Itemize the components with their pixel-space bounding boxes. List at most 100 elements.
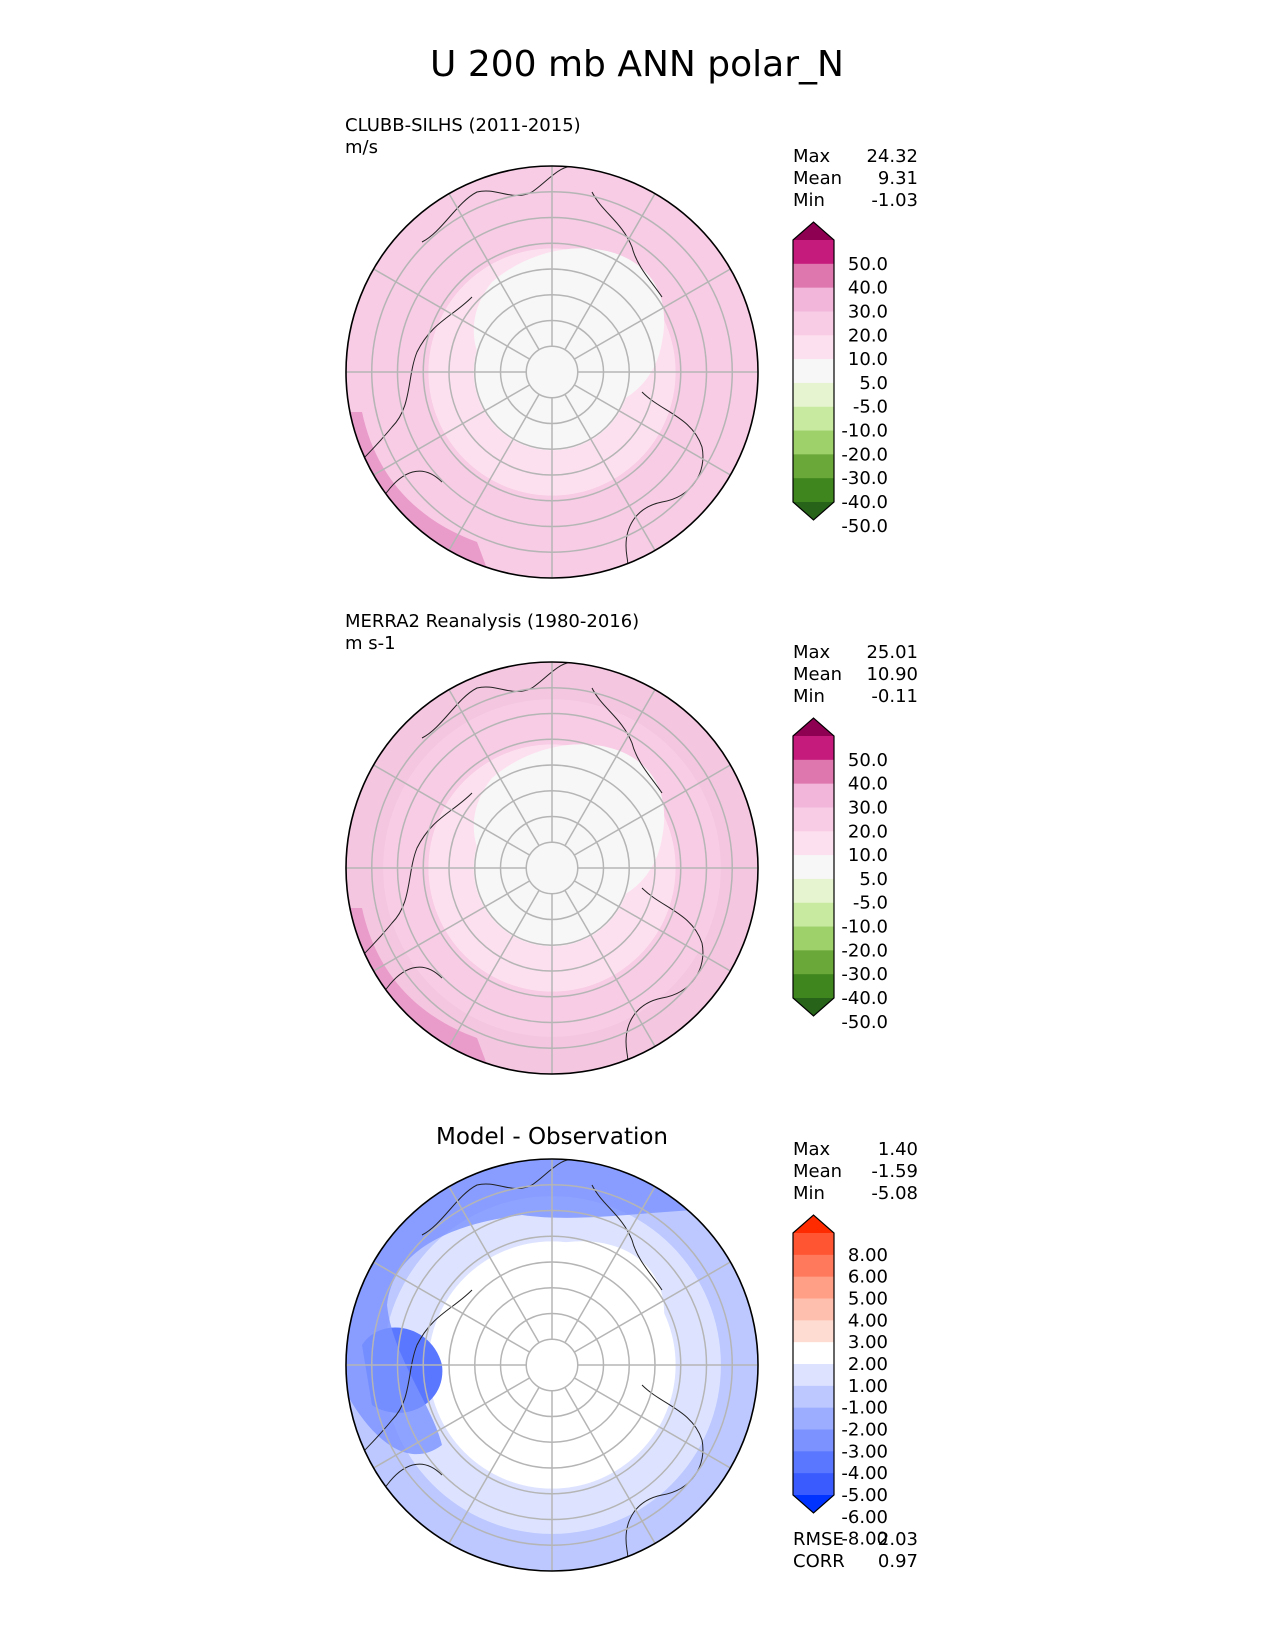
colorbar-tick-label: 20.0 <box>848 325 888 346</box>
colorbar-bin <box>793 974 834 999</box>
stat-value: -0.11 <box>871 686 918 707</box>
field-band-polar-cap <box>473 248 665 412</box>
colorbar-tick-label: -3.00 <box>841 1441 888 1462</box>
colorbar-tick-label: -20.0 <box>841 940 888 961</box>
stat-label: Max <box>793 642 831 663</box>
stat-label: Min <box>793 686 825 707</box>
colorbar-tick-label: -30.0 <box>841 964 888 985</box>
colorbar: 50.0 40.030.0 20.0 10.0 5.0 -5.0 -10.0-20.0 -30… <box>792 221 888 537</box>
colorbar-tick-label: -30.0 <box>841 468 888 489</box>
colorbar-tick-label: -50.0 <box>841 516 888 537</box>
colorbar-bin <box>793 1385 834 1409</box>
map-field <box>346 1159 758 1571</box>
colorbar-bin <box>793 855 834 880</box>
colorbar-bin <box>793 759 834 785</box>
colorbar-bin <box>793 359 834 384</box>
colorbar-tick-label: 2.00 <box>848 1354 888 1375</box>
colorbar-tick-label: -2.00 <box>841 1420 888 1441</box>
colorbar-tick-label: 3.00 <box>848 1332 888 1353</box>
field-band-polar-cap <box>473 744 665 908</box>
colorbar-tick-label: -4.00 <box>841 1463 888 1484</box>
colorbar-tick-label: 10.0 <box>848 349 888 370</box>
field-band-polar-cap <box>473 1241 665 1405</box>
colorbar-bin <box>793 1320 834 1343</box>
panel-units: m s-1 <box>345 633 396 654</box>
stats-block: Max 25.01 Mean 10.90 Min -0.11 <box>793 642 918 707</box>
panel-title: CLUBB-SILHS (2011-2015) <box>345 115 581 136</box>
figure-title: U 200 mb ANN polar_N <box>430 44 844 85</box>
colorbar-tick-label: -8.00 <box>841 1529 888 1550</box>
stat-value: -1.03 <box>871 190 918 211</box>
colorbar-bin <box>793 406 834 432</box>
colorbar-tick-label: -50.0 <box>841 1012 888 1033</box>
colorbar-tick-label: 5.0 <box>859 869 888 890</box>
stat-value: -5.08 <box>871 1183 918 1204</box>
colorbar-bin <box>793 807 834 832</box>
colorbar-bin <box>793 831 834 856</box>
colorbar-tick-label: -40.0 <box>841 492 888 513</box>
colorbar-tick-label: -5.00 <box>841 1485 888 1506</box>
colorbar-tick-label: -20.0 <box>841 444 888 465</box>
colorbar-bin <box>793 454 834 479</box>
stat-value: 10.90 <box>866 664 918 685</box>
colorbar-tick-label: -40.0 <box>841 988 888 1009</box>
colorbar: 50.0 40.030.0 20.0 10.0 5.0 -5.0 -10.0-20.0 -30… <box>792 717 888 1033</box>
colorbar-tick-label: 30.0 <box>848 301 888 322</box>
colorbar-bin <box>793 1298 834 1321</box>
colorbar-extend-top <box>793 1215 834 1233</box>
colorbar-tick-label: 4.00 <box>848 1310 888 1331</box>
colorbar-bin <box>793 902 834 928</box>
colorbar-extend-bottom <box>793 998 834 1016</box>
colorbar-bin <box>793 311 834 336</box>
stat-value: 2.03 <box>878 1529 918 1550</box>
colorbar-extend-top <box>793 222 834 240</box>
stats-block: Max 1.40 Mean -1.59 Min -5.08 RMSE 2.03 CORR 0.97 <box>793 1139 918 1572</box>
colorbar-bin <box>793 1364 834 1387</box>
colorbar-bin <box>793 335 834 360</box>
colorbar-tick-label: 5.0 <box>859 373 888 394</box>
colorbar-bin <box>793 382 834 408</box>
stat-value: 24.32 <box>866 146 918 167</box>
colorbar-tick-label: 6.00 <box>848 1267 888 1288</box>
stat-value: -1.59 <box>871 1161 918 1182</box>
colorbar-tick-label: 10.0 <box>848 845 888 866</box>
colorbar-bin <box>793 478 834 503</box>
colorbar-bin <box>793 1233 834 1256</box>
colorbar-tick-label: 20.0 <box>848 821 888 842</box>
stat-label: Max <box>793 146 831 167</box>
colorbar-extend-top <box>793 718 834 736</box>
stat-label: Mean <box>793 1161 842 1182</box>
map-boundary <box>345 1158 759 1572</box>
stat-value: 1.40 <box>878 1139 918 1160</box>
stat-label: Max <box>793 1139 831 1160</box>
panel-reanalysis: MERRA2 Reanalysis (1980-2016)m s-1 Max 25.… <box>345 611 918 1075</box>
colorbar-bin <box>793 736 834 761</box>
colorbar-bin <box>793 878 834 904</box>
panel-model: CLUBB-SILHS (2011-2015)m/s Max 24.32 Mean 9.… <box>345 115 918 579</box>
map-field <box>346 662 758 1074</box>
stat-label: CORR <box>793 1551 845 1572</box>
colorbar-bin <box>793 1342 834 1365</box>
colorbar-outline <box>792 717 835 1017</box>
field-band-jet <box>346 1159 758 1455</box>
stat-label: Mean <box>793 664 842 685</box>
colorbar-bin <box>793 1473 834 1496</box>
stats-block: Max 24.32 Mean 9.31 Min -1.03 <box>793 146 918 211</box>
colorbar-bin <box>793 240 834 265</box>
colorbar-tick-label: 1.00 <box>848 1376 888 1397</box>
stat-value: 0.97 <box>878 1551 918 1572</box>
graticule <box>346 1159 758 1571</box>
colorbar-bin <box>793 1451 834 1474</box>
panel-title: Model - Observation <box>436 1124 668 1150</box>
stat-label: Min <box>793 190 825 211</box>
colorbar-tick-label: 50.0 <box>848 750 888 771</box>
stat-label: RMSE <box>793 1529 844 1550</box>
colorbar-bin <box>793 1429 834 1452</box>
colorbar-bin <box>793 430 834 455</box>
graticule <box>346 662 758 1074</box>
colorbar-tick-label: -10.0 <box>841 917 888 938</box>
colorbar-tick-label: 5.00 <box>848 1289 888 1310</box>
colorbar-tick-label: -1.00 <box>841 1398 888 1419</box>
colorbar-outline <box>792 1214 835 1514</box>
colorbar-bin <box>793 287 834 312</box>
